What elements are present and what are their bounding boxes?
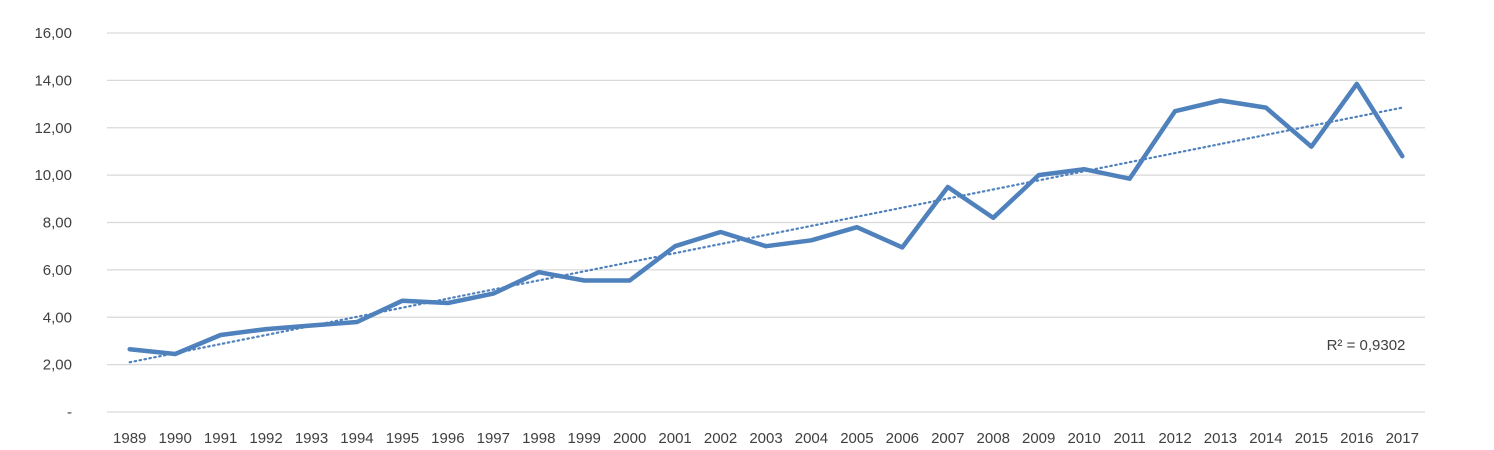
gridlines bbox=[107, 32, 1425, 413]
x-tick-label: 2001 bbox=[658, 430, 691, 447]
x-tick-label: 1989 bbox=[113, 430, 146, 447]
x-tick-label: 2000 bbox=[613, 430, 646, 447]
y-tick-label: 14,00 bbox=[34, 72, 72, 89]
x-tick-label: 2017 bbox=[1386, 430, 1419, 447]
y-axis-ticks: - 2,00 4,00 6,00 8,00 10,00 12,00 14,00 16,00 bbox=[34, 25, 72, 421]
x-tick-label: 2010 bbox=[1067, 430, 1100, 447]
y-tick-label: 16,00 bbox=[34, 25, 72, 42]
y-tick-label: 12,00 bbox=[34, 120, 72, 137]
x-tick-label: 2012 bbox=[1158, 430, 1191, 447]
x-tick-label: 1993 bbox=[295, 430, 328, 447]
trendline bbox=[128, 106, 1404, 364]
y-tick-label: 4,00 bbox=[43, 309, 72, 326]
y-tick-label: 6,00 bbox=[43, 262, 72, 279]
trendline-group bbox=[128, 106, 1404, 364]
x-tick-label: 1996 bbox=[431, 430, 464, 447]
y-tick-label: 8,00 bbox=[43, 215, 72, 232]
x-tick-label: 1998 bbox=[522, 430, 555, 447]
x-tick-label: 1999 bbox=[568, 430, 601, 447]
r-squared-annotation: R² = 0,9302 bbox=[1327, 337, 1406, 354]
x-tick-label: 2016 bbox=[1340, 430, 1373, 447]
y-tick-label: 2,00 bbox=[43, 357, 72, 374]
x-tick-label: 2008 bbox=[977, 430, 1010, 447]
x-tick-label: 2009 bbox=[1022, 430, 1055, 447]
x-tick-label: 1990 bbox=[158, 430, 191, 447]
x-tick-label: 2007 bbox=[931, 430, 964, 447]
x-tick-label: 1994 bbox=[340, 430, 373, 447]
y-tick-label: - bbox=[67, 404, 72, 421]
x-tick-label: 2005 bbox=[840, 430, 873, 447]
x-tick-label: 1991 bbox=[204, 430, 237, 447]
x-tick-label: 2015 bbox=[1295, 430, 1328, 447]
series-line bbox=[127, 81, 1405, 357]
x-tick-label: 2011 bbox=[1113, 430, 1145, 447]
x-tick-label: 2003 bbox=[749, 430, 782, 447]
x-tick-label: 2014 bbox=[1249, 430, 1282, 447]
x-tick-label: 2004 bbox=[795, 430, 828, 447]
series-group bbox=[127, 81, 1405, 357]
x-tick-label: 1997 bbox=[477, 430, 510, 447]
x-tick-label: 2002 bbox=[704, 430, 737, 447]
x-tick-label: 2013 bbox=[1204, 430, 1237, 447]
x-tick-label: 1995 bbox=[386, 430, 419, 447]
x-tick-label: 1992 bbox=[249, 430, 282, 447]
x-tick-label: 2006 bbox=[886, 430, 919, 447]
y-tick-label: 10,00 bbox=[34, 167, 72, 184]
x-axis-ticks: 1989 1990 1991 1992 1993 1994 1995 1996 1997 1998… bbox=[113, 430, 1419, 447]
